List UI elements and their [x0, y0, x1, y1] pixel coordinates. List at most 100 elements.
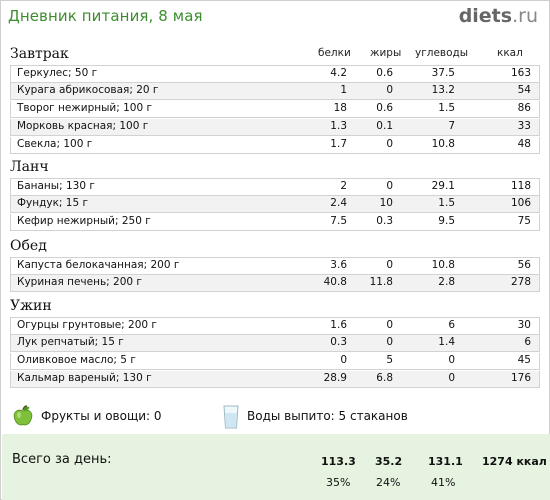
- fat-value: 5: [386, 354, 393, 366]
- fat-value: 0: [386, 319, 393, 331]
- food-name: Капуста белокачанная; 200 г: [17, 259, 180, 271]
- food-row[interactable]: Творог нежирный; 100 г 18 0.6 1.5 86: [10, 101, 540, 118]
- protein-value: 2: [340, 180, 347, 192]
- page-title: Дневник питания, 8 мая: [8, 7, 203, 25]
- kcal-value: 45: [517, 354, 531, 366]
- fat-value: 6.8: [376, 372, 393, 384]
- fruits-stat: Фрукты и овощи: 0: [41, 409, 162, 423]
- protein-value: 18: [333, 102, 347, 114]
- carbs-value: 1.4: [438, 336, 455, 348]
- food-row[interactable]: Кальмар вареный; 130 г 28.9 6.8 0 176: [10, 371, 540, 388]
- column-header-kcal: ккал: [497, 47, 523, 59]
- total-kcal: 1274 ккал: [482, 455, 547, 468]
- kcal-value: 54: [517, 84, 531, 96]
- site-logo[interactable]: diets.ru: [459, 5, 538, 27]
- total-carbs: 131.1: [428, 455, 463, 468]
- protein-value: 1.6: [330, 319, 347, 331]
- header: Дневник питания, 8 мая diets.ru: [1, 1, 549, 35]
- protein-value: 1: [340, 84, 347, 96]
- food-name: Огурцы грунтовые; 200 г: [17, 319, 157, 331]
- meal-title-breakfast: Завтрак: [10, 46, 69, 62]
- food-row[interactable]: Капуста белокачанная; 200 г 3.6 0 10.8 56: [10, 257, 540, 275]
- fat-value: 0.3: [376, 215, 393, 227]
- carbs-percent: 41%: [431, 476, 456, 489]
- logo-main: diets: [458, 5, 513, 27]
- fat-value: 11.8: [369, 276, 393, 288]
- carbs-value: 1.5: [438, 197, 455, 209]
- protein-value: 28.9: [323, 372, 347, 384]
- logo-tld: .ru: [512, 5, 538, 27]
- kcal-value: 176: [510, 372, 531, 384]
- kcal-value: 56: [517, 259, 531, 271]
- fat-value: 0: [386, 336, 393, 348]
- fat-value: 0: [386, 259, 393, 271]
- meal-title-supper: Ужин: [10, 298, 52, 314]
- food-name: Бананы; 130 г: [17, 180, 95, 192]
- food-name: Куриная печень; 200 г: [17, 276, 142, 288]
- fat-value: 0: [386, 180, 393, 192]
- food-name: Лук репчатый; 15 г: [17, 336, 124, 348]
- food-name: Кефир нежирный; 250 г: [17, 215, 151, 227]
- food-row[interactable]: Огурцы грунтовые; 200 г 1.6 0 6 30: [10, 317, 540, 335]
- food-row[interactable]: Курага абрикосовая; 20 г 1 0 13.2 54: [10, 83, 540, 100]
- kcal-value: 75: [517, 215, 531, 227]
- green-apple-icon: [13, 405, 33, 426]
- carbs-value: 1.5: [438, 102, 455, 114]
- carbs-value: 10.8: [431, 138, 455, 150]
- column-header-protein: белки: [318, 47, 351, 59]
- food-name: Морковь красная; 100 г: [17, 120, 149, 132]
- food-row[interactable]: Лук репчатый; 15 г 0.3 0 1.4 6: [10, 335, 540, 352]
- water-stat: Воды выпито: 5 стаканов: [247, 409, 408, 423]
- food-row[interactable]: Свекла; 100 г 1.7 0 10.8 48: [10, 137, 540, 154]
- fat-value: 0.6: [376, 102, 393, 114]
- protein-value: 40.8: [323, 276, 347, 288]
- total-fat: 35.2: [375, 455, 403, 468]
- food-name: Кальмар вареный; 130 г: [17, 372, 152, 384]
- protein-value: 0: [340, 354, 347, 366]
- kcal-value: 106: [510, 197, 531, 209]
- food-row[interactable]: Морковь красная; 100 г 1.3 0.1 7 33: [10, 119, 540, 136]
- food-row[interactable]: Оливковое масло; 5 г 0 5 0 45: [10, 353, 540, 370]
- kcal-value: 33: [517, 120, 531, 132]
- kcal-value: 118: [510, 180, 531, 192]
- protein-value: 7.5: [330, 215, 347, 227]
- column-header-fat: жиры: [370, 47, 402, 59]
- carbs-value: 0: [448, 372, 455, 384]
- meal-title-dinner: Обед: [10, 238, 47, 254]
- total-label: Всего за день:: [12, 452, 112, 467]
- protein-value: 1.7: [330, 138, 347, 150]
- fat-value: 0.6: [376, 67, 393, 79]
- kcal-value: 86: [517, 102, 531, 114]
- food-row[interactable]: Куриная печень; 200 г 40.8 11.8 2.8 278: [10, 275, 540, 292]
- fat-value: 10: [379, 197, 393, 209]
- food-row[interactable]: Кефир нежирный; 250 г 7.5 0.3 9.5 75: [10, 214, 540, 231]
- protein-value: 3.6: [330, 259, 347, 271]
- carbs-value: 0: [448, 354, 455, 366]
- food-name: Творог нежирный; 100 г: [17, 102, 152, 114]
- protein-percent: 35%: [326, 476, 351, 489]
- carbs-value: 6: [448, 319, 455, 331]
- carbs-value: 2.8: [438, 276, 455, 288]
- carbs-value: 13.2: [431, 84, 455, 96]
- kcal-value: 163: [510, 67, 531, 79]
- protein-value: 0.3: [330, 336, 347, 348]
- total-protein: 113.3: [321, 455, 356, 468]
- protein-value: 2.4: [330, 197, 347, 209]
- food-row[interactable]: Фундук; 15 г 2.4 10 1.5 106: [10, 196, 540, 213]
- carbs-value: 37.5: [431, 67, 455, 79]
- carbs-value: 9.5: [438, 215, 455, 227]
- food-name: Свекла; 100 г: [17, 138, 93, 150]
- column-header-carbs: углеводы: [415, 47, 469, 59]
- food-name: Оливковое масло; 5 г: [17, 354, 136, 366]
- carbs-value: 10.8: [431, 259, 455, 271]
- protein-value: 4.2: [330, 67, 347, 79]
- food-row[interactable]: Бананы; 130 г 2 0 29.1 118: [10, 178, 540, 196]
- kcal-value: 30: [517, 319, 531, 331]
- food-name: Фундук; 15 г: [17, 197, 89, 209]
- food-row[interactable]: Геркулес; 50 г 4.2 0.6 37.5 163: [10, 65, 540, 83]
- food-name: Курага абрикосовая; 20 г: [17, 84, 159, 96]
- protein-value: 1.3: [330, 120, 347, 132]
- fat-value: 0: [386, 138, 393, 150]
- fat-percent: 24%: [376, 476, 401, 489]
